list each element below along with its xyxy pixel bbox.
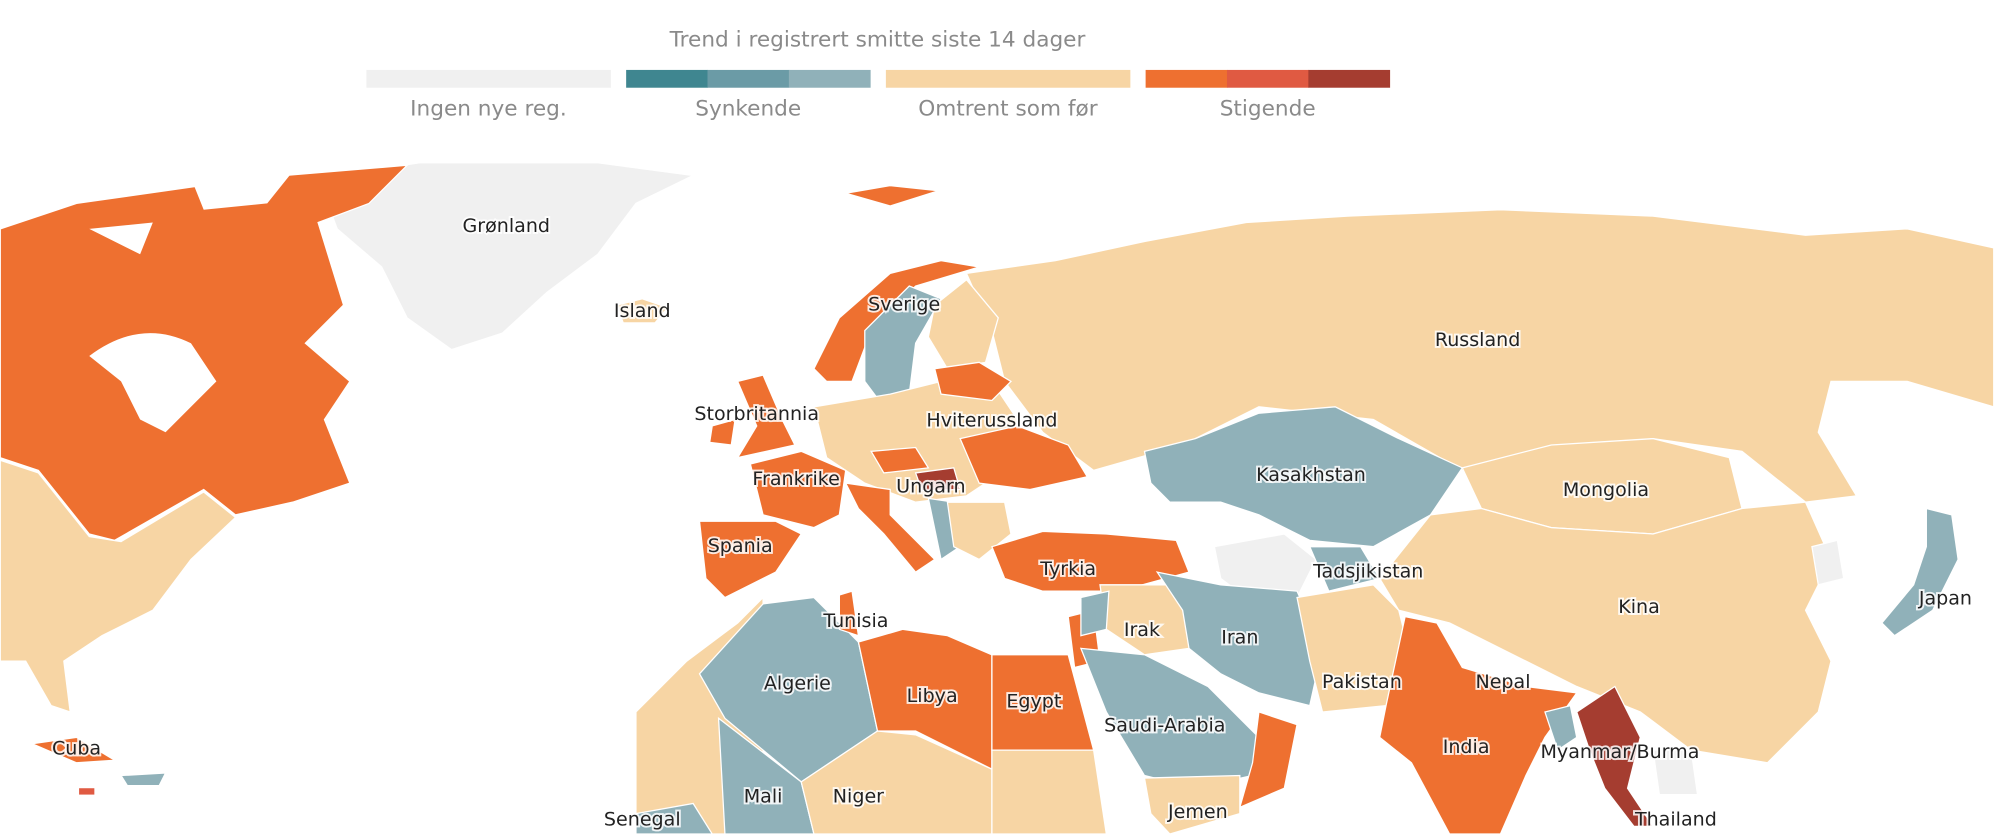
country-shape: [813, 259, 980, 383]
legend-title: Trend i registrert smitte siste 14 dager: [669, 28, 1086, 53]
legend-swatch: [788, 69, 871, 88]
country-shape: [1880, 507, 1959, 637]
country-shape: [1811, 539, 1845, 586]
country-shape: [317, 162, 696, 351]
country-shape: [1378, 615, 1578, 834]
country-shape: [991, 749, 1107, 834]
legend-label: Synkende: [695, 96, 801, 121]
country-shape: [1080, 590, 1110, 637]
legend-label: Omtrent som før: [918, 96, 1098, 121]
country-label: Mali: [744, 786, 783, 808]
country-label: Kasakhstan: [1256, 464, 1366, 486]
country-label: Thailand: [1634, 809, 1717, 831]
country-label: Island: [614, 300, 671, 322]
legend: Trend i registrert smitte siste 14 dager…: [366, 28, 1391, 121]
country-shape: [635, 802, 713, 834]
country-shape: [838, 590, 860, 637]
legend-swatch: [626, 69, 708, 88]
country-label: Senegal: [604, 809, 681, 831]
country-shape: [1143, 406, 1464, 548]
legend-swatch: [707, 69, 790, 88]
country-shape: [736, 374, 796, 459]
country-shape: [965, 209, 1994, 503]
legend-swatch: [366, 69, 611, 88]
legend-swatch: [1145, 69, 1228, 88]
country-label: Frankrike: [752, 468, 839, 490]
map-shapes: [0, 162, 1994, 834]
country-label: Pakistan: [1322, 671, 1402, 693]
country-shape: [29, 736, 117, 764]
country-shape: [0, 459, 237, 713]
country-label: Ungarn: [896, 475, 965, 497]
country-label: Tadsjikistan: [1312, 561, 1423, 583]
country-shape: [927, 278, 999, 370]
legend-swatch: [1226, 69, 1309, 88]
country-label: Irak: [1124, 619, 1160, 641]
country-label: Mongolia: [1563, 479, 1649, 501]
country-shape: [864, 285, 942, 408]
country-label: Tyrkia: [1039, 558, 1096, 580]
country-label: Tunisia: [822, 610, 888, 632]
country-label: Hviterussland: [926, 409, 1057, 431]
country-label: Japan: [1918, 587, 1972, 609]
country-shape: [1575, 685, 1655, 828]
country-label: Russland: [1435, 329, 1521, 351]
country-shape: [1652, 749, 1699, 796]
legend-label: Ingen nye reg.: [410, 96, 567, 121]
country-label: Cuba: [52, 737, 101, 759]
country-shape: [708, 418, 736, 446]
country-shape: [698, 520, 803, 599]
country-shape: [79, 788, 95, 795]
country-shape: [1378, 501, 1832, 764]
water: [89, 333, 217, 433]
country-label: Nepal: [1475, 671, 1530, 693]
country-shape: [959, 425, 1089, 491]
country-labels: Grønland Island Sverige Russland Storbri…: [50, 213, 1974, 833]
country-label: Sverige: [868, 294, 940, 316]
country-shape: [914, 467, 961, 492]
legend-label: Stigende: [1220, 96, 1316, 121]
country-label: Algerie: [764, 672, 831, 694]
country-shape: [870, 446, 930, 474]
country-shape: [1143, 774, 1241, 834]
country-shape: [933, 361, 1013, 402]
legend-swatch: [1308, 69, 1391, 88]
country-label: India: [1443, 736, 1490, 758]
country-shape: [119, 772, 167, 787]
water: [89, 171, 293, 255]
country-label: Jemen: [1167, 801, 1228, 823]
country-shape: [844, 482, 936, 573]
country-label: Grønland: [463, 215, 551, 237]
country-label: Kina: [1618, 596, 1660, 618]
country-label: Myanmar/Burma: [1540, 741, 1699, 763]
country-shape: [616, 298, 669, 324]
country-label: Iran: [1221, 627, 1258, 649]
country-label: Libya: [907, 685, 958, 707]
country-label: Saudi-Arabia: [1104, 714, 1225, 736]
country-shape: [717, 716, 815, 834]
country-shape: [1238, 711, 1298, 809]
country-label: Egypt: [1006, 690, 1062, 712]
legend-swatch: [885, 69, 1131, 88]
country-shape: [1155, 571, 1324, 707]
country-shape: [991, 530, 1190, 592]
country-label: Storbritannia: [694, 403, 819, 425]
country-label: Niger: [833, 786, 884, 808]
country-label: Spania: [708, 535, 773, 557]
country-shape: [1544, 704, 1578, 752]
country-shape: [749, 450, 847, 529]
country-shape: [845, 184, 939, 207]
